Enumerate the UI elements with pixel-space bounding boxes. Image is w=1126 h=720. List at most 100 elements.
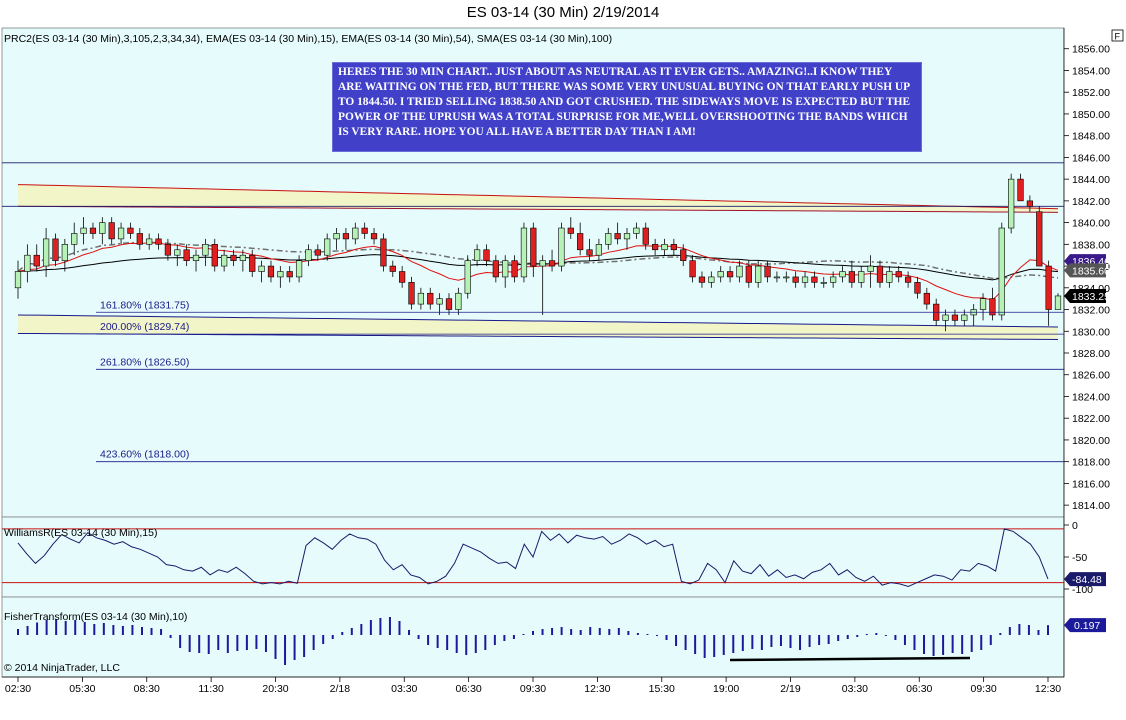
- time-tick-label: 05:30: [69, 683, 95, 695]
- candle-body: [483, 249, 490, 261]
- candle-body: [164, 244, 172, 256]
- fib-label: 200.00% (1829.74): [100, 321, 189, 333]
- candle: [445, 293, 453, 315]
- candle: [548, 249, 556, 272]
- candle: [408, 276, 415, 310]
- candle-body: [989, 298, 996, 316]
- candle: [417, 287, 424, 310]
- candle-body: [146, 238, 153, 245]
- candle: [717, 266, 724, 283]
- chart-title: ES 03-14 (30 Min) 2/19/2014: [466, 4, 660, 21]
- candle-body: [14, 271, 22, 289]
- candle-body: [155, 238, 162, 245]
- candles-layer: [14, 173, 1062, 332]
- time-tick-label: 2/19: [780, 683, 801, 695]
- candle: [211, 238, 218, 272]
- candle-body: [548, 260, 556, 267]
- price-badge-shape: [1064, 288, 1106, 303]
- candle: [277, 266, 284, 288]
- candle-body: [680, 249, 687, 261]
- candle: [783, 271, 790, 283]
- ema15-line: [17, 242, 1059, 301]
- price-tick-label: 1842.00: [1072, 196, 1110, 208]
- time-tick-label: 12:30: [1035, 683, 1061, 695]
- candle: [155, 233, 162, 250]
- candle: [333, 228, 340, 250]
- candle-body: [127, 227, 134, 234]
- candle: [867, 255, 874, 288]
- candle: [61, 238, 68, 272]
- candle: [764, 260, 771, 283]
- lower-band-fill: [18, 314, 1058, 340]
- candle-body: [445, 298, 453, 310]
- fib-label: 261.80% (1826.50): [100, 356, 189, 368]
- candle-body: [923, 292, 930, 305]
- candle-body: [1017, 178, 1024, 202]
- time-tick-label: 06:30: [906, 683, 932, 695]
- williams-r-line: [17, 528, 1049, 587]
- candle: [745, 260, 752, 288]
- candle-body: [267, 265, 275, 278]
- candle: [558, 222, 565, 272]
- candle-body: [652, 244, 659, 251]
- candle: [71, 222, 78, 256]
- candle-body: [1026, 200, 1034, 207]
- candle-body: [492, 260, 499, 278]
- candle-body: [830, 276, 837, 283]
- candle: [895, 266, 902, 283]
- candle: [436, 293, 443, 315]
- candle: [380, 233, 387, 272]
- candle: [726, 266, 734, 283]
- candle-body: [230, 254, 237, 261]
- candle-body: [370, 233, 378, 240]
- candle-body: [904, 276, 912, 283]
- time-tick-label: 06:30: [455, 683, 481, 695]
- f-button-label: F: [1115, 32, 1121, 42]
- f-button[interactable]: [1111, 29, 1124, 42]
- candle: [595, 238, 603, 261]
- candle-body: [661, 244, 668, 251]
- candle-body: [249, 254, 256, 272]
- candle-body: [192, 254, 200, 261]
- price-tick-label: 1852.00: [1072, 87, 1110, 99]
- candle-body: [389, 265, 396, 272]
- candle-body: [914, 282, 921, 294]
- price-panel-label: PRC2(ES 03-14 (30 Min),3,105,2,3,34,34),…: [4, 33, 612, 45]
- candle-body: [455, 292, 462, 310]
- candle: [286, 266, 293, 283]
- candle: [670, 238, 677, 256]
- candle: [539, 255, 546, 315]
- candle-body: [586, 249, 593, 256]
- candle-body: [895, 271, 902, 278]
- candle-body: [1008, 178, 1015, 229]
- candle-body: [24, 254, 31, 272]
- upper-band-fill: [18, 184, 1058, 213]
- candle: [389, 260, 396, 277]
- candle-body: [108, 222, 115, 240]
- candle: [258, 260, 265, 283]
- candle-body: [502, 260, 509, 278]
- price-tick-label: 1854.00: [1072, 65, 1110, 77]
- candle-body: [427, 292, 434, 305]
- candle-body: [473, 249, 481, 261]
- candle: [876, 260, 884, 288]
- candle: [464, 255, 471, 299]
- candle-body: [202, 244, 209, 256]
- candle: [146, 233, 153, 250]
- candle-body: [670, 244, 677, 251]
- candle-body: [539, 260, 546, 267]
- candle-body: [314, 249, 321, 256]
- candle: [42, 228, 50, 277]
- price-tick-label: 1832.00: [1072, 305, 1110, 317]
- candle: [661, 238, 668, 256]
- candle: [99, 217, 106, 245]
- fisher-trend-line: [729, 656, 971, 662]
- candle: [342, 228, 350, 250]
- candle: [52, 233, 59, 267]
- fisher-panel-label: FisherTransform(ES 03-14 (30 Min),10): [4, 611, 187, 623]
- candle-body: [408, 282, 415, 305]
- candle-body: [558, 227, 565, 267]
- candle-body: [876, 265, 884, 283]
- upper-band-outer: [17, 184, 1059, 210]
